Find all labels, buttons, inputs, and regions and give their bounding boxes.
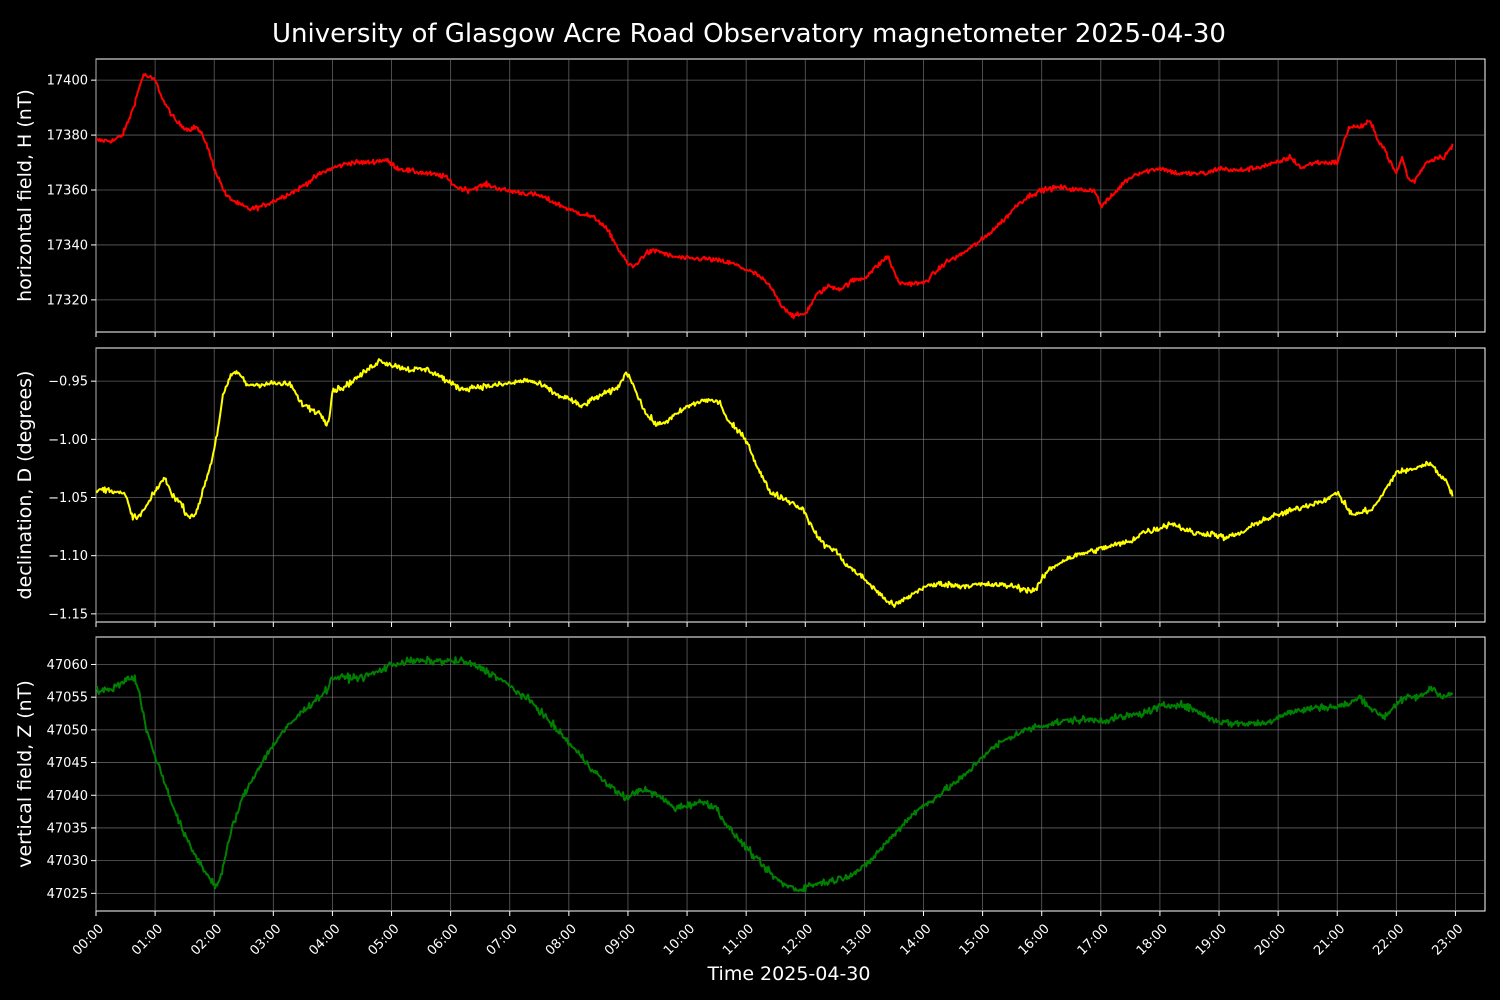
chart-title: University of Glasgow Acre Road Observat…	[272, 19, 1226, 49]
panel-D: −1.15 −1.10 −1.05 −1.00 −0.95 declination, D …	[14, 347, 1486, 627]
y-tick-label: 17380	[47, 129, 88, 144]
y-tick-label: 47035	[47, 821, 88, 836]
y-tick-label: 47030	[47, 854, 88, 869]
panel-H: 17320 17340 17360 17380 17400 horizontal fiel…	[14, 58, 1486, 337]
y-tick-label: 47050	[47, 723, 88, 738]
panel-Z: 47025 47030 47035 47040 47045 47050 47055 47060…	[14, 636, 1486, 916]
y-tick-label: 47045	[47, 756, 88, 771]
x-axis-label: Time 2025-04-30	[707, 963, 871, 985]
y-axis-label-D: declination, D (degrees)	[14, 371, 36, 600]
y-tick-label: 47025	[47, 887, 88, 902]
y-tick-label: 17340	[47, 238, 88, 253]
series-line-D	[96, 358, 1454, 608]
y-tick-label: −0.95	[48, 375, 88, 390]
y-tick-label: 17360	[47, 184, 88, 199]
panel-frame	[95, 636, 1486, 912]
y-tick-label: 47060	[47, 658, 88, 673]
series-line-H	[96, 73, 1454, 320]
y-tick-label: −1.05	[48, 491, 88, 506]
y-tick-label: −1.00	[48, 433, 88, 448]
y-axis-label-Z: vertical field, Z (nT)	[14, 680, 36, 868]
series-line-Z	[96, 655, 1454, 893]
y-tick-label: 17320	[47, 293, 88, 308]
y-tick-label: −1.15	[48, 607, 88, 622]
panel-frame	[95, 58, 1486, 333]
y-tick-label: 47040	[47, 789, 88, 804]
y-axis-label-H: horizontal field, H (nT)	[14, 89, 36, 302]
y-tick-label: −1.10	[48, 549, 88, 564]
panel-frame	[95, 347, 1486, 623]
y-tick-label: 17400	[47, 74, 88, 89]
y-tick-label: 47055	[47, 691, 88, 706]
panels: 17320 17340 17360 17380 17400 horizontal fiel…	[14, 58, 1486, 916]
